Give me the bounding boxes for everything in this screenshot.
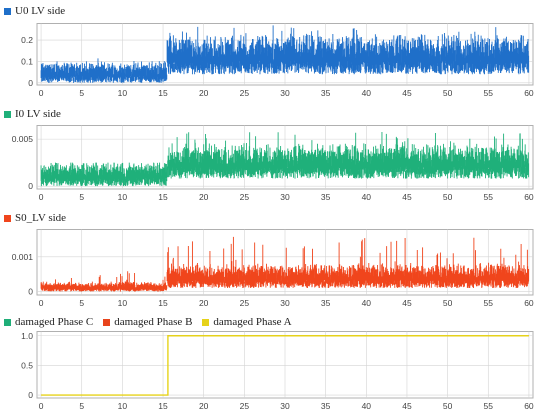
x-tick-label: 50 <box>443 298 453 308</box>
x-tick-label: 45 <box>402 401 412 411</box>
x-tick-label: 5 <box>79 401 84 411</box>
y-tick-label: 0 <box>28 181 33 191</box>
legend-swatch <box>103 318 111 326</box>
chart-panel-2: 0 5 10 15 20 25 30 35 40 45 50 55 60 0 0.005 <box>12 125 534 202</box>
x-tick-label: 40 <box>362 401 372 411</box>
x-tick-label: 60 <box>524 192 534 202</box>
chart-panel-1: 0 5 10 15 20 25 30 35 40 45 50 55 60 0 0.1 0.2 <box>21 23 534 98</box>
x-tick-label: 20 <box>199 88 209 98</box>
legend-entry: damaged Phase C <box>4 316 93 328</box>
x-tick-label: 5 <box>79 88 84 98</box>
x-tick-label: 5 <box>79 298 84 308</box>
x-tick-label: 10 <box>118 298 128 308</box>
x-tick-label: 60 <box>524 88 534 98</box>
y-tick-label: 0.001 <box>12 252 34 262</box>
y-tick-label: 0.1 <box>21 56 33 66</box>
x-tick-label: 0 <box>39 401 44 411</box>
x-tick-label: 15 <box>158 401 168 411</box>
legend-panel-2: I0 LV side <box>4 107 61 121</box>
x-tick-label: 45 <box>402 298 412 308</box>
legend-label: I0 LV side <box>15 108 61 120</box>
x-tick-label: 45 <box>402 88 412 98</box>
y-tick-label: 0.2 <box>21 35 33 45</box>
x-tick-label: 15 <box>158 192 168 202</box>
x-tick-label: 50 <box>443 192 453 202</box>
x-tick-label: 25 <box>240 88 250 98</box>
chart-panel-4: 0 5 10 15 20 25 30 35 40 45 50 55 60 0 0.5 1.0 <box>21 331 534 411</box>
x-tick-label: 55 <box>484 192 494 202</box>
x-tick-label: 0 <box>39 298 44 308</box>
legend-label: S0_LV side <box>15 212 67 224</box>
x-tick-label: 10 <box>118 192 128 202</box>
legend-entry: damaged Phase A <box>202 316 292 328</box>
x-tick-label: 0 <box>39 88 44 98</box>
legend-panel-3: S0_LV side <box>4 211 66 225</box>
x-tick-label: 40 <box>362 192 372 202</box>
legend-swatch <box>4 214 11 222</box>
chart-panel-3: 0 5 10 15 20 25 30 35 40 45 50 55 60 0 0.001 <box>12 229 534 308</box>
x-tick-label: 25 <box>240 401 250 411</box>
y-tick-label: 0.005 <box>12 134 34 144</box>
x-tick-label: 40 <box>362 298 372 308</box>
x-tick-label: 55 <box>484 88 494 98</box>
x-tick-label: 0 <box>39 192 44 202</box>
x-tick-label: 60 <box>524 401 534 411</box>
y-tick-label: 0.5 <box>21 360 33 370</box>
x-tick-label: 50 <box>443 88 453 98</box>
legend-panel-4: damaged Phase C damaged Phase B damaged Ph… <box>4 315 292 329</box>
x-tick-label: 35 <box>321 192 331 202</box>
x-tick-label: 60 <box>524 298 534 308</box>
x-tick-label: 30 <box>280 88 290 98</box>
x-tick-label: 30 <box>280 401 290 411</box>
x-tick-label: 50 <box>443 401 453 411</box>
legend-swatch <box>4 318 11 326</box>
legend-entry: U0 LV side <box>4 5 65 17</box>
legend-entry: I0 LV side <box>4 108 61 120</box>
legend-label: damaged Phase A <box>213 316 292 328</box>
x-tick-label: 20 <box>199 192 209 202</box>
x-tick-label: 30 <box>280 192 290 202</box>
series-line <box>41 335 529 396</box>
x-tick-label: 55 <box>484 401 494 411</box>
x-tick-label: 25 <box>240 192 250 202</box>
series-line <box>40 131 530 187</box>
x-tick-label: 5 <box>79 192 84 202</box>
y-tick-label: 0 <box>28 78 33 88</box>
x-tick-label: 10 <box>118 88 128 98</box>
y-tick-label: 0 <box>28 390 33 400</box>
x-tick-label: 45 <box>402 192 412 202</box>
x-tick-label: 35 <box>321 88 331 98</box>
legend-swatch <box>4 110 11 118</box>
series-line <box>40 236 530 292</box>
legend-entry: S0_LV side <box>4 212 66 224</box>
legend-label: damaged Phase B <box>114 316 193 328</box>
x-tick-label: 20 <box>199 401 209 411</box>
x-tick-label: 35 <box>321 298 331 308</box>
x-tick-label: 15 <box>158 88 168 98</box>
legend-panel-1: U0 LV side <box>4 4 65 18</box>
y-tick-label: 1.0 <box>21 331 33 341</box>
legend-entry: damaged Phase B <box>103 316 192 328</box>
y-tick-label: 0 <box>28 287 33 297</box>
legend-swatch <box>202 318 210 326</box>
legend-label: damaged Phase C <box>15 316 94 328</box>
legend-swatch <box>4 7 11 15</box>
series-line <box>40 25 530 83</box>
x-tick-label: 35 <box>321 401 331 411</box>
x-tick-label: 15 <box>158 298 168 308</box>
x-tick-label: 40 <box>362 88 372 98</box>
x-tick-label: 30 <box>280 298 290 308</box>
legend-label: U0 LV side <box>15 5 66 17</box>
x-tick-label: 25 <box>240 298 250 308</box>
x-tick-label: 55 <box>484 298 494 308</box>
x-tick-label: 10 <box>118 401 128 411</box>
x-tick-label: 20 <box>199 298 209 308</box>
